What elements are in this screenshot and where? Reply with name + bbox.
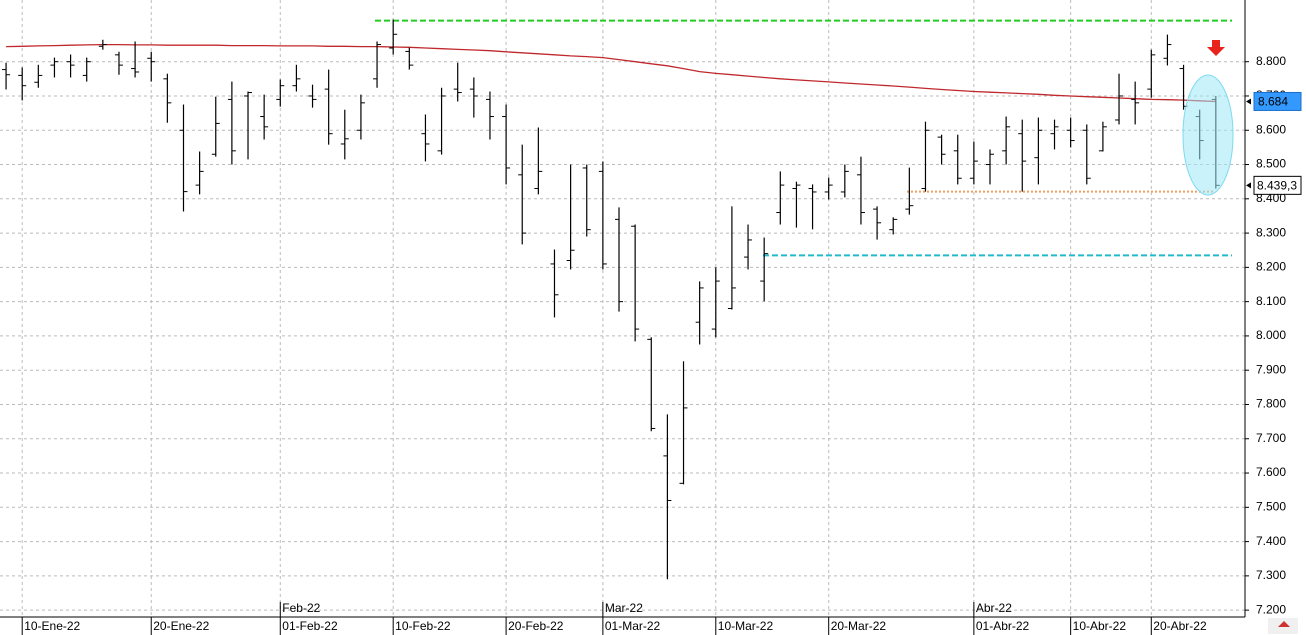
y-tick-label: 8.500 [1256,157,1286,171]
y-tick-label: 8.600 [1256,122,1286,136]
x-tick-label: 10-Abr-22 [1073,619,1127,633]
month-label: Mar-22 [605,601,643,615]
y-tick-label: 7.200 [1256,602,1286,616]
month-label: Feb-22 [282,601,320,615]
x-tick-label: 10-Mar-22 [718,619,774,633]
x-tick-label: 10-Ene-22 [24,619,80,633]
ma-last-label: 8.684 [1258,95,1288,109]
y-tick-label: 8.100 [1256,294,1286,308]
y-tick-label: 7.600 [1256,465,1286,479]
y-tick-label: 7.900 [1256,362,1286,376]
x-tick-label: 01-Feb-22 [282,619,338,633]
marks [2,19,1232,580]
y-tick-label: 8.800 [1256,54,1286,68]
close-last-label: 8.439,3 [1257,179,1297,193]
x-tick-label: 01-Abr-22 [976,619,1030,633]
month-label: Abr-22 [976,601,1012,615]
corner-icon-mark [1278,621,1290,627]
close-last-pointer [1246,182,1251,189]
x-tick-label: 10-Feb-22 [395,619,451,633]
y-tick-label: 7.800 [1256,397,1286,411]
y-tick-label: 8.000 [1256,328,1286,342]
x-tick-label: 01-Mar-22 [605,619,661,633]
down-arrow [1207,40,1225,56]
y-tick-label: 7.400 [1256,534,1286,548]
y-tick-label: 8.200 [1256,260,1286,274]
y-tick-label: 7.300 [1256,568,1286,582]
close-last-box [1253,175,1302,195]
y-tick-label: 8.300 [1256,225,1286,239]
x-tick-label: 20-Mar-22 [831,619,887,633]
y-tick-label: 7.500 [1256,499,1286,513]
ma-last-pointer [1246,98,1251,105]
moving-average [6,43,1216,103]
y-tick-label: 7.700 [1256,431,1286,445]
highlight-ellipse [1182,74,1234,196]
x-tick-label: 20-Ene-22 [153,619,209,633]
ma-last-box [1253,91,1302,111]
x-tick-label: 20-Abr-22 [1153,619,1207,633]
x-tick-label: 20-Feb-22 [508,619,564,633]
